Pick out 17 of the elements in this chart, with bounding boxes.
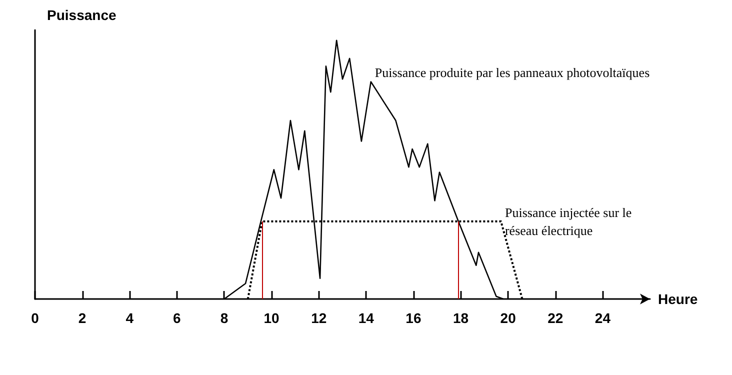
x-tick-label: 6 (173, 310, 182, 326)
x-tick-label: 22 (548, 310, 564, 326)
y-axis-title: Puissance (47, 7, 116, 23)
x-tick-label: 10 (264, 310, 280, 326)
x-tick-label: 0 (31, 310, 40, 326)
x-tick-label: 18 (452, 310, 469, 326)
x-tick-label: 24 (594, 310, 611, 326)
x-tick-label: 16 (406, 310, 422, 326)
x-tick-label: 12 (311, 310, 327, 326)
series-label: Puissance injectée sur le réseau électrique (504, 204, 635, 238)
x-tick-label: 4 (126, 310, 134, 326)
x-tick-label: 14 (358, 310, 374, 326)
x-tick-label: 20 (500, 310, 516, 326)
x-tick-label: 8 (220, 310, 228, 326)
series-label: Puissance produite par les panneaux photovoltaïques (374, 65, 650, 80)
x-tick-label: 2 (78, 310, 86, 326)
x-axis-title: Heure (658, 291, 698, 307)
